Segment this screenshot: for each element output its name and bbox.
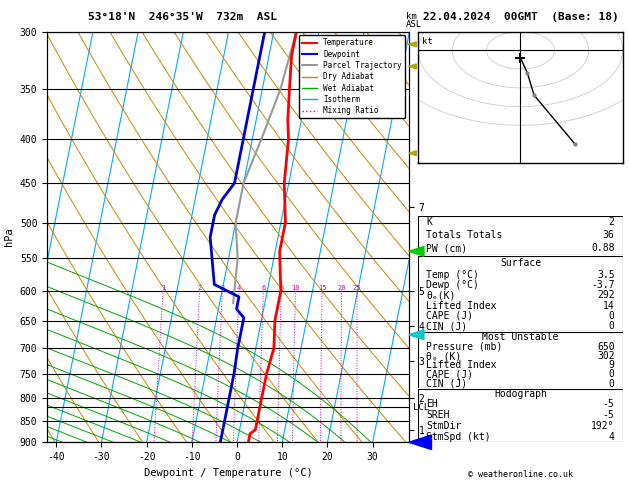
Text: K: K — [426, 217, 432, 227]
Y-axis label: hPa: hPa — [4, 227, 14, 246]
Text: CIN (J): CIN (J) — [426, 321, 467, 331]
Text: Pressure (mb): Pressure (mb) — [426, 342, 503, 352]
Text: Totals Totals: Totals Totals — [426, 230, 503, 241]
Text: 0: 0 — [609, 369, 615, 380]
Text: 53°18'N  246°35'W  732m  ASL: 53°18'N 246°35'W 732m ASL — [88, 12, 277, 22]
Text: LCL: LCL — [413, 403, 429, 412]
Text: 292: 292 — [597, 290, 615, 300]
Text: 192°: 192° — [591, 421, 615, 431]
Text: -5: -5 — [603, 410, 615, 420]
Text: Lifted Index: Lifted Index — [426, 300, 497, 311]
Text: 15: 15 — [318, 285, 326, 291]
Text: -3.7: -3.7 — [591, 280, 615, 290]
Text: 9: 9 — [609, 360, 615, 370]
Text: 2: 2 — [609, 217, 615, 227]
Text: -5: -5 — [603, 399, 615, 409]
Text: 22.04.2024  00GMT  (Base: 18): 22.04.2024 00GMT (Base: 18) — [423, 12, 618, 22]
Text: SREH: SREH — [426, 410, 450, 420]
Text: CIN (J): CIN (J) — [426, 379, 467, 389]
Text: 0.88: 0.88 — [591, 243, 615, 253]
Text: Dewp (°C): Dewp (°C) — [426, 280, 479, 290]
Text: 3: 3 — [220, 285, 225, 291]
Legend: Temperature, Dewpoint, Parcel Trajectory, Dry Adiabat, Wet Adiabat, Isotherm, Mi: Temperature, Dewpoint, Parcel Trajectory… — [299, 35, 405, 118]
Text: 20: 20 — [337, 285, 346, 291]
Text: StmDir: StmDir — [426, 421, 462, 431]
Text: ASL: ASL — [406, 20, 422, 30]
Text: 6: 6 — [261, 285, 265, 291]
Text: Temp (°C): Temp (°C) — [426, 270, 479, 279]
Text: 302: 302 — [597, 351, 615, 361]
X-axis label: Dewpoint / Temperature (°C): Dewpoint / Temperature (°C) — [143, 468, 313, 478]
Text: 4: 4 — [237, 285, 241, 291]
Text: © weatheronline.co.uk: © weatheronline.co.uk — [468, 469, 573, 479]
Text: 8: 8 — [279, 285, 283, 291]
Text: StmSpd (kt): StmSpd (kt) — [426, 432, 491, 442]
Text: 4: 4 — [609, 432, 615, 442]
Text: 10: 10 — [291, 285, 299, 291]
Text: θₑ (K): θₑ (K) — [426, 351, 462, 361]
Text: 36: 36 — [603, 230, 615, 241]
Text: Hodograph: Hodograph — [494, 389, 547, 399]
Text: km: km — [406, 12, 416, 21]
Text: 0: 0 — [609, 311, 615, 321]
Text: EH: EH — [426, 399, 438, 409]
Text: 0: 0 — [609, 379, 615, 389]
Text: 1: 1 — [161, 285, 165, 291]
Text: 650: 650 — [597, 342, 615, 352]
Text: Most Unstable: Most Unstable — [482, 332, 559, 342]
Text: 3.5: 3.5 — [597, 270, 615, 279]
Text: PW (cm): PW (cm) — [426, 243, 467, 253]
Text: CAPE (J): CAPE (J) — [426, 311, 474, 321]
Text: Surface: Surface — [500, 258, 541, 268]
Text: 25: 25 — [353, 285, 362, 291]
Text: 14: 14 — [603, 300, 615, 311]
Text: 0: 0 — [609, 321, 615, 331]
Text: kt: kt — [423, 37, 433, 46]
Text: CAPE (J): CAPE (J) — [426, 369, 474, 380]
Text: 2: 2 — [198, 285, 202, 291]
Text: Lifted Index: Lifted Index — [426, 360, 497, 370]
Text: θₑ(K): θₑ(K) — [426, 290, 456, 300]
